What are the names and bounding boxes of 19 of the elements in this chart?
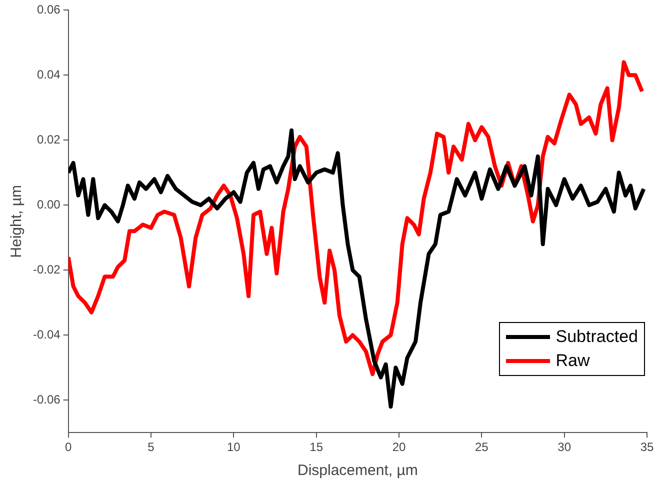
y-axis-title: Height, µm <box>8 184 26 258</box>
x-tick-label: 35 <box>640 440 654 454</box>
x-tick-label: 25 <box>474 440 489 454</box>
y-tick-label: 0.04 <box>36 67 61 82</box>
y-tick-label: 0.06 <box>36 2 61 17</box>
legend-label: Subtracted <box>556 327 638 347</box>
y-tick-label: 0.00 <box>36 197 61 212</box>
y-tick-label: -0.06 <box>32 392 61 406</box>
legend-label: Raw <box>556 351 590 371</box>
x-tick-label: 20 <box>392 440 406 454</box>
x-tick-label: 0 <box>65 440 72 454</box>
y-tick-label: -0.04 <box>32 327 61 342</box>
y-tick-label: 0.02 <box>36 132 61 146</box>
x-tick-label: 30 <box>558 440 572 454</box>
x-tick-label: 5 <box>148 440 155 454</box>
y-tick-label: -0.02 <box>32 262 61 276</box>
x-axis-title: Displacement, µm <box>297 462 418 480</box>
x-tick-label: 10 <box>227 440 241 454</box>
x-tick-label: 15 <box>310 440 324 454</box>
